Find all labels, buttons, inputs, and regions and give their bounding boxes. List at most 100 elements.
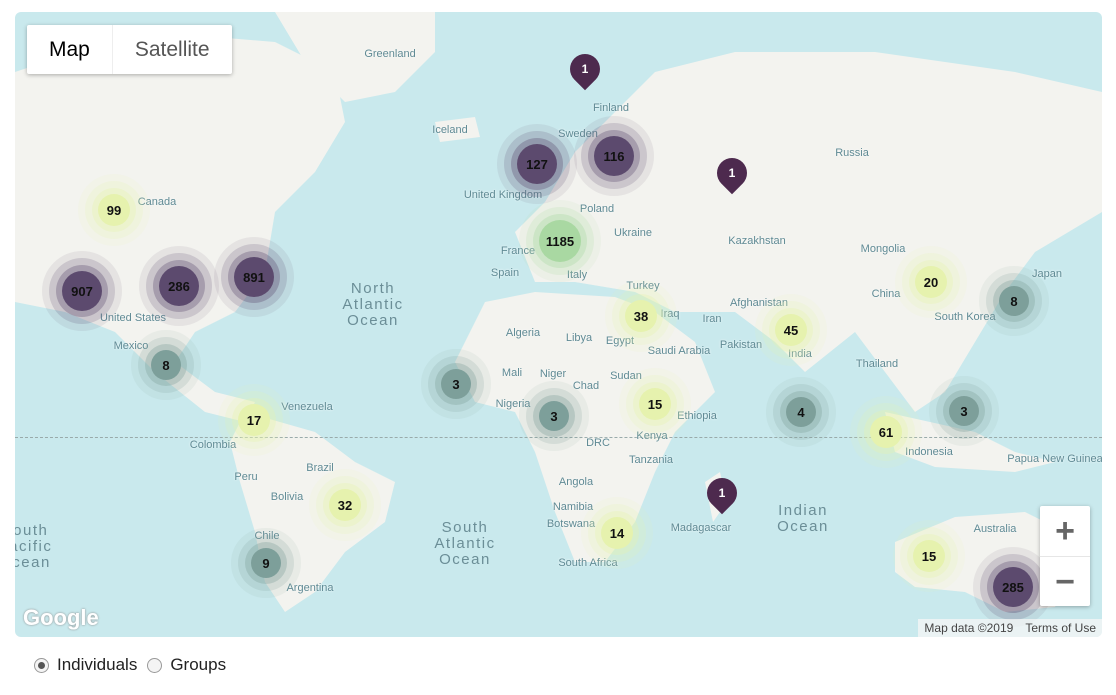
map-label: Kazakhstan <box>728 235 786 247</box>
map-label: United States <box>99 312 167 324</box>
ocean-label: Indian Ocean <box>777 502 829 535</box>
map-label: Kenya <box>636 430 668 442</box>
cluster-marker[interactable]: 8 <box>151 350 181 380</box>
cluster-marker[interactable]: 17 <box>238 404 270 436</box>
map-label: Algeria <box>505 327 541 339</box>
map-label: Pakistan <box>719 339 763 351</box>
map-label: Sudan <box>610 370 642 382</box>
map-label: Saudi Arabia <box>647 345 711 357</box>
cluster-marker[interactable]: 127 <box>517 144 557 184</box>
location-pin[interactable]: 1 <box>700 471 744 515</box>
cluster-marker[interactable]: 8 <box>999 286 1029 316</box>
map-label: Mongolia <box>860 243 906 255</box>
location-pin[interactable]: 1 <box>563 47 607 91</box>
cluster-marker[interactable]: 3 <box>949 396 979 426</box>
cluster-marker[interactable]: 1185 <box>539 220 581 262</box>
map-label: Madagascar <box>670 522 732 534</box>
map-label: South Africa <box>558 557 618 569</box>
attribution: Map data ©2019 Terms of Use <box>918 619 1102 637</box>
map-label: Spain <box>490 267 520 279</box>
map-type-control: Map Satellite <box>27 25 232 74</box>
zoom-control: + − <box>1040 506 1090 606</box>
cluster-marker[interactable]: 14 <box>601 517 633 549</box>
map-label: Afghanistan <box>729 297 789 309</box>
pin-count: 1 <box>718 486 726 500</box>
google-logo: Google <box>23 605 99 630</box>
map-label: Papua New Guinea <box>1007 453 1102 465</box>
map-label: Australia <box>973 523 1017 535</box>
individuals-radio[interactable] <box>34 657 49 673</box>
map-label: Libya <box>565 332 593 344</box>
groups-option[interactable]: Groups <box>147 655 226 675</box>
map-label: Argentina <box>286 582 334 594</box>
cluster-marker[interactable]: 9 <box>251 548 281 578</box>
map-label: France <box>500 245 536 257</box>
cluster-marker[interactable]: 32 <box>329 489 361 521</box>
map-label: DRC <box>586 437 610 449</box>
map-label: China <box>871 288 901 300</box>
map-label: Mexico <box>113 340 149 352</box>
map-label: Sweden <box>558 128 598 140</box>
equator-line <box>15 437 1102 438</box>
map-label: Chad <box>572 380 600 392</box>
map-label: Russia <box>835 147 869 159</box>
cluster-marker[interactable]: 15 <box>913 540 945 572</box>
map-label: Greenland <box>364 48 416 60</box>
cluster-marker[interactable]: 4 <box>786 397 816 427</box>
cluster-marker[interactable]: 286 <box>159 266 199 306</box>
map-label: India <box>788 348 812 360</box>
cluster-marker[interactable]: 38 <box>625 300 657 332</box>
map-label: Poland <box>579 203 615 215</box>
map-label: Ukraine <box>614 227 652 239</box>
pin-count: 1 <box>581 62 589 76</box>
zoom-out-button[interactable]: − <box>1055 563 1075 601</box>
zoom-in-button[interactable]: + <box>1040 506 1090 557</box>
map-label: Iran <box>702 313 722 325</box>
map-label: Tanzania <box>628 454 674 466</box>
cluster-marker[interactable]: 15 <box>639 388 671 420</box>
map-label: Peru <box>234 471 258 483</box>
satellite-view-button[interactable]: Satellite <box>134 38 210 61</box>
individuals-label: Individuals <box>57 655 138 674</box>
map-label: Iceland <box>432 124 468 136</box>
cluster-marker[interactable]: 45 <box>775 314 807 346</box>
map-label: Canada <box>137 196 177 208</box>
map-label: Egypt <box>605 335 635 347</box>
cluster-marker[interactable]: 3 <box>539 401 569 431</box>
location-pin[interactable]: 1 <box>710 151 754 195</box>
cluster-marker[interactable]: 891 <box>234 257 274 297</box>
map-label: Angola <box>558 476 594 488</box>
map-label: Japan <box>1032 268 1062 280</box>
ocean-label: South Atlantic Ocean <box>434 519 496 568</box>
cluster-marker[interactable]: 907 <box>62 271 102 311</box>
map-label: Thailand <box>855 358 899 370</box>
map-label: Venezuela <box>281 401 333 413</box>
groups-radio[interactable] <box>147 657 163 673</box>
map-data-text: Map data ©2019 <box>918 619 1020 637</box>
map-label: Finland <box>592 102 630 114</box>
map-label: Nigeria <box>495 398 531 410</box>
ocean-label: North Atlantic Ocean <box>342 280 404 329</box>
cluster-marker[interactable]: 116 <box>594 136 634 176</box>
cluster-marker[interactable]: 285 <box>993 567 1033 607</box>
groups-label: Groups <box>170 655 227 674</box>
terms-of-use-link[interactable]: Terms of Use <box>1019 619 1102 637</box>
world-map[interactable]: Greenland Iceland Finland Sweden Russia Canad… <box>15 12 1102 637</box>
map-label: Namibia <box>552 501 594 513</box>
map-label: Brazil <box>306 462 334 474</box>
map-label: Niger <box>539 368 567 380</box>
ocean-label: South Pacific Ocean <box>15 522 53 571</box>
cluster-marker[interactable]: 20 <box>915 266 947 298</box>
map-label: United Kingdom <box>463 189 543 201</box>
map-label: Turkey <box>626 280 660 292</box>
map-label: Chile <box>254 530 280 542</box>
map-view-button[interactable]: Map <box>27 25 113 74</box>
view-options: Individuals Groups <box>34 655 236 675</box>
pin-count: 1 <box>728 166 736 180</box>
map-label: Colombia <box>189 439 237 451</box>
cluster-marker[interactable]: 61 <box>870 416 902 448</box>
cluster-marker[interactable]: 3 <box>441 369 471 399</box>
map-label: Indonesia <box>905 446 953 458</box>
individuals-option[interactable]: Individuals <box>34 655 137 675</box>
cluster-marker[interactable]: 99 <box>98 194 130 226</box>
